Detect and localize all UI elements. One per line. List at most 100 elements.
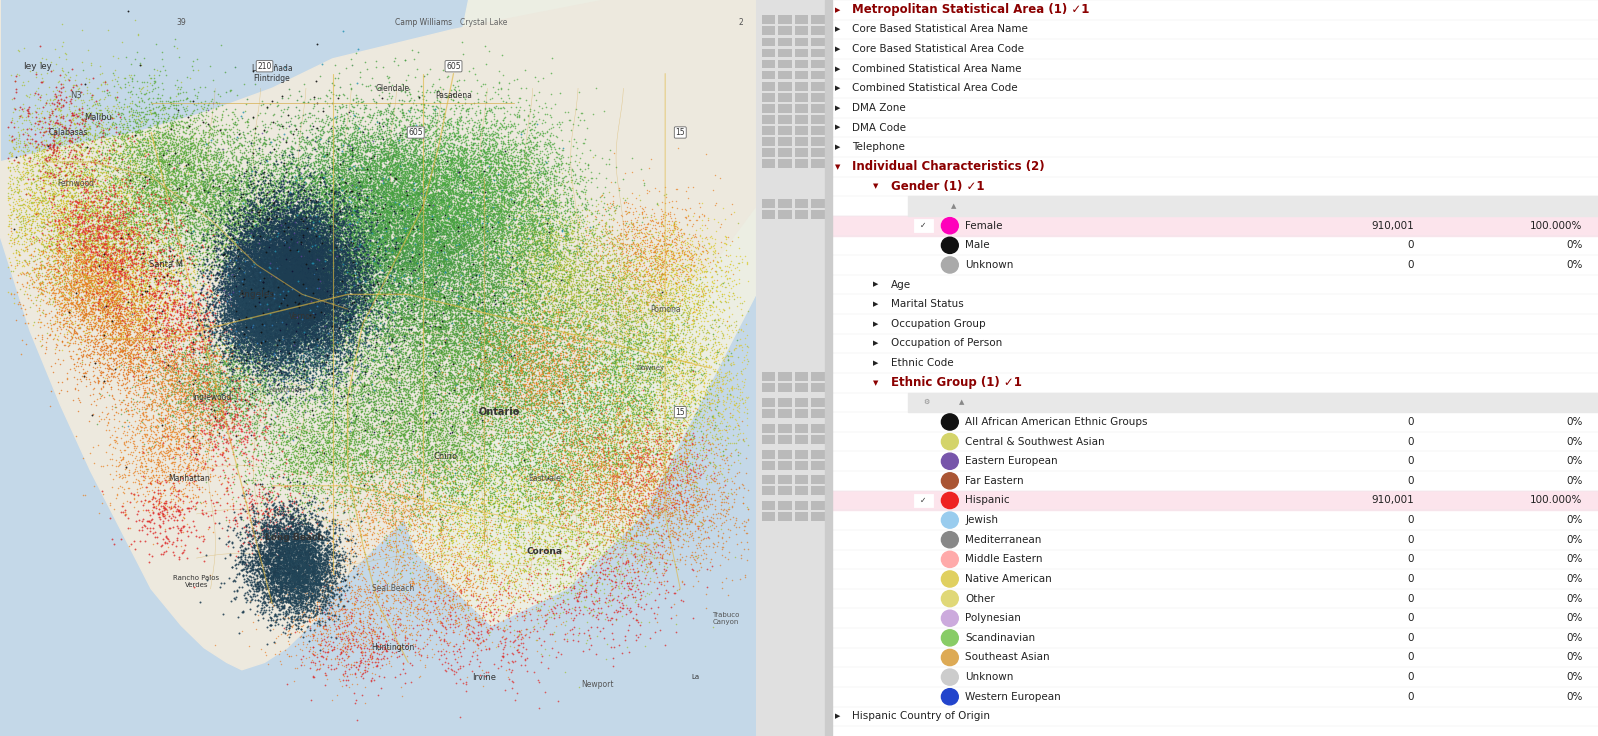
Point (270, 325, 296, 337)
Point (288, 525, 313, 537)
Point (428, 436, 454, 448)
Point (97, 187, 123, 199)
Point (312, 534, 337, 545)
Point (267, 272, 292, 283)
Point (623, 240, 649, 252)
Point (315, 197, 340, 209)
Point (268, 240, 294, 252)
Point (463, 231, 489, 243)
Point (272, 525, 297, 537)
Point (97, 188, 123, 200)
Point (292, 352, 318, 364)
Point (256, 288, 281, 300)
Point (275, 250, 300, 261)
Point (134, 255, 160, 267)
Point (211, 387, 237, 399)
Point (222, 187, 248, 199)
Point (13, 208, 38, 220)
Point (513, 146, 539, 158)
Point (273, 255, 299, 266)
Point (497, 640, 523, 651)
Point (110, 280, 136, 292)
Point (483, 344, 508, 356)
Point (467, 192, 492, 204)
Point (567, 293, 593, 305)
Point (411, 588, 436, 600)
Point (299, 267, 324, 279)
Point (358, 413, 384, 425)
Point (225, 296, 251, 308)
Point (380, 103, 406, 115)
Point (179, 366, 205, 378)
Point (173, 276, 198, 288)
Point (459, 434, 484, 445)
Point (577, 301, 602, 313)
Point (372, 224, 398, 236)
Point (275, 551, 300, 563)
Point (268, 275, 294, 287)
Point (388, 205, 414, 217)
Point (72, 202, 97, 214)
Point (671, 403, 697, 415)
Point (256, 539, 281, 551)
Point (459, 409, 484, 421)
Point (419, 302, 444, 314)
Point (628, 517, 654, 528)
Point (393, 512, 419, 523)
Point (75, 209, 101, 221)
Point (524, 286, 550, 298)
Point (262, 240, 288, 252)
Point (492, 269, 518, 280)
Point (366, 391, 392, 403)
Point (401, 243, 427, 255)
Point (654, 225, 679, 237)
Point (288, 207, 313, 219)
Point (316, 213, 342, 224)
Point (300, 564, 326, 576)
Point (352, 411, 377, 422)
Point (452, 131, 478, 143)
Point (535, 463, 561, 475)
Point (248, 553, 273, 565)
Point (676, 311, 702, 323)
Point (586, 572, 612, 584)
Point (308, 368, 334, 380)
Point (494, 254, 519, 266)
Point (232, 309, 257, 321)
Point (256, 275, 281, 286)
Point (476, 172, 502, 184)
Point (240, 298, 265, 310)
Point (491, 528, 516, 539)
Point (590, 273, 615, 285)
Point (433, 162, 459, 174)
Point (337, 466, 363, 478)
Point (241, 336, 267, 347)
Point (192, 460, 217, 472)
Point (224, 89, 249, 101)
Point (395, 302, 420, 314)
Point (243, 273, 268, 285)
Point (570, 258, 596, 270)
Point (288, 267, 313, 279)
Point (308, 176, 334, 188)
Point (324, 304, 350, 316)
Point (24, 183, 50, 195)
Point (281, 345, 307, 357)
Point (559, 297, 585, 309)
Point (109, 261, 134, 272)
Point (368, 185, 393, 197)
Point (77, 348, 102, 360)
Point (392, 158, 417, 170)
Point (313, 124, 339, 136)
Point (281, 276, 307, 288)
Point (393, 233, 419, 244)
Point (331, 219, 356, 230)
Point (217, 314, 243, 325)
Point (249, 364, 275, 375)
Point (515, 232, 540, 244)
Point (614, 217, 639, 229)
Point (177, 113, 203, 125)
Point (168, 448, 193, 460)
Point (286, 279, 312, 291)
Point (518, 257, 543, 269)
